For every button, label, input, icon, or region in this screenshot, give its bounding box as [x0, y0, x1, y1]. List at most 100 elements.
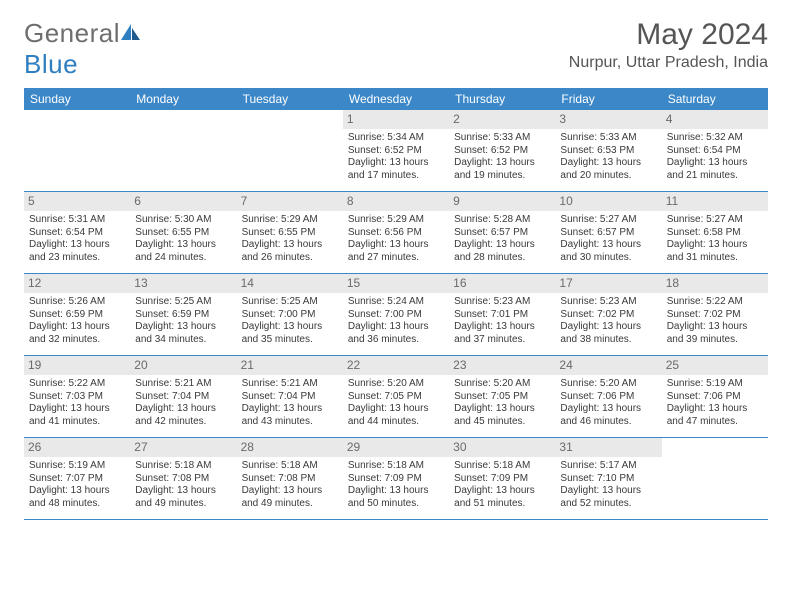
day-info: Sunrise: 5:18 AMSunset: 7:08 PMDaylight:… [241, 460, 339, 510]
calendar-cell: 4Sunrise: 5:32 AMSunset: 6:54 PMDaylight… [662, 110, 768, 192]
sunrise-text: Sunrise: 5:30 AM [135, 214, 231, 227]
daylight-text: Daylight: 13 hours and 39 minutes. [667, 321, 763, 346]
daylight-text: Daylight: 13 hours and 34 minutes. [135, 321, 231, 346]
sunset-text: Sunset: 7:10 PM [560, 473, 656, 486]
sunset-text: Sunset: 7:06 PM [560, 391, 656, 404]
sunset-text: Sunset: 6:54 PM [29, 227, 125, 240]
logo-part1: General [24, 18, 120, 48]
day-info: Sunrise: 5:23 AMSunset: 7:02 PMDaylight:… [559, 296, 657, 346]
sunrise-text: Sunrise: 5:33 AM [560, 132, 656, 145]
calendar-cell: 30Sunrise: 5:18 AMSunset: 7:09 PMDayligh… [449, 438, 555, 520]
sunset-text: Sunset: 7:01 PM [454, 309, 550, 322]
calendar-cell: 15Sunrise: 5:24 AMSunset: 7:00 PMDayligh… [343, 274, 449, 356]
daylight-text: Daylight: 13 hours and 31 minutes. [667, 239, 763, 264]
sunrise-text: Sunrise: 5:34 AM [348, 132, 444, 145]
weekday-header-cell: Thursday [449, 88, 555, 110]
sunrise-text: Sunrise: 5:33 AM [454, 132, 550, 145]
sunset-text: Sunset: 7:09 PM [348, 473, 444, 486]
day-number: 20 [130, 356, 236, 375]
daylight-text: Daylight: 13 hours and 38 minutes. [560, 321, 656, 346]
day-number: 23 [449, 356, 555, 375]
daylight-text: Daylight: 13 hours and 46 minutes. [560, 403, 656, 428]
calendar-weekday-header: SundayMondayTuesdayWednesdayThursdayFrid… [24, 88, 768, 110]
calendar-cell-empty [24, 110, 130, 192]
sunrise-text: Sunrise: 5:29 AM [242, 214, 338, 227]
sunset-text: Sunset: 6:52 PM [348, 145, 444, 158]
daylight-text: Daylight: 13 hours and 27 minutes. [348, 239, 444, 264]
day-info: Sunrise: 5:22 AMSunset: 7:03 PMDaylight:… [28, 378, 126, 428]
sunrise-text: Sunrise: 5:20 AM [454, 378, 550, 391]
day-info: Sunrise: 5:28 AMSunset: 6:57 PMDaylight:… [453, 214, 551, 264]
sunset-text: Sunset: 6:56 PM [348, 227, 444, 240]
daylight-text: Daylight: 13 hours and 28 minutes. [454, 239, 550, 264]
weekday-header-cell: Wednesday [343, 88, 449, 110]
day-number: 19 [24, 356, 130, 375]
weekday-header-cell: Saturday [662, 88, 768, 110]
header: GeneralBlue May 2024 Nurpur, Uttar Prade… [24, 18, 768, 80]
day-number: 18 [662, 274, 768, 293]
logo-part2: Blue [24, 49, 78, 79]
calendar-cell: 2 Sunrise: 5:33 AMSunset: 6:52 PMDaylight… [449, 110, 555, 192]
calendar-cell: 19 Sunrise: 5:22 AMSunset: 7:03 PMDayligh… [24, 356, 130, 438]
daylight-text: Daylight: 13 hours and 44 minutes. [348, 403, 444, 428]
daylight-text: Daylight: 13 hours and 43 minutes. [242, 403, 338, 428]
day-number: 17 [555, 274, 661, 293]
day-info: Sunrise: 5:27 AMSunset: 6:58 PMDaylight:… [666, 214, 764, 264]
sunrise-text: Sunrise: 5:19 AM [667, 378, 763, 391]
calendar-cell: 3Sunrise: 5:33 AMSunset: 6:53 PMDaylight… [555, 110, 661, 192]
day-info: Sunrise: 5:34 AMSunset: 6:52 PMDaylight:… [347, 132, 445, 182]
day-number: 21 [237, 356, 343, 375]
day-info: Sunrise: 5:25 AMSunset: 7:00 PMDaylight:… [241, 296, 339, 346]
day-info: Sunrise: 5:18 AMSunset: 7:08 PMDaylight:… [134, 460, 232, 510]
sunset-text: Sunset: 6:52 PM [454, 145, 550, 158]
day-number: 10 [555, 192, 661, 211]
day-info: Sunrise: 5:25 AMSunset: 6:59 PMDaylight:… [134, 296, 232, 346]
weekday-header-cell: Monday [130, 88, 236, 110]
daylight-text: Daylight: 13 hours and 36 minutes. [348, 321, 444, 346]
sunrise-text: Sunrise: 5:21 AM [242, 378, 338, 391]
calendar-cell: 22Sunrise: 5:20 AMSunset: 7:05 PMDayligh… [343, 356, 449, 438]
daylight-text: Daylight: 13 hours and 48 minutes. [29, 485, 125, 510]
calendar-cell: 23 Sunrise: 5:20 AMSunset: 7:05 PMDayligh… [449, 356, 555, 438]
daylight-text: Daylight: 13 hours and 20 minutes. [560, 157, 656, 182]
sunrise-text: Sunrise: 5:19 AM [29, 460, 125, 473]
calendar-cell: 25Sunrise: 5:19 AMSunset: 7:06 PMDayligh… [662, 356, 768, 438]
calendar-cell-empty [662, 438, 768, 520]
day-info: Sunrise: 5:20 AMSunset: 7:05 PMDaylight:… [453, 378, 551, 428]
sunset-text: Sunset: 7:00 PM [348, 309, 444, 322]
title-block: May 2024 Nurpur, Uttar Pradesh, India [569, 18, 768, 72]
sunset-text: Sunset: 7:06 PM [667, 391, 763, 404]
sunset-text: Sunset: 7:07 PM [29, 473, 125, 486]
day-number: 5 [24, 192, 130, 211]
sunset-text: Sunset: 6:55 PM [135, 227, 231, 240]
sunset-text: Sunset: 7:05 PM [454, 391, 550, 404]
day-info: Sunrise: 5:26 AMSunset: 6:59 PMDaylight:… [28, 296, 126, 346]
calendar-cell: 21Sunrise: 5:21 AMSunset: 7:04 PMDayligh… [237, 356, 343, 438]
day-info: Sunrise: 5:33 AMSunset: 6:53 PMDaylight:… [559, 132, 657, 182]
daylight-text: Daylight: 13 hours and 21 minutes. [667, 157, 763, 182]
day-number: 4 [662, 110, 768, 129]
daylight-text: Daylight: 13 hours and 19 minutes. [454, 157, 550, 182]
day-info: Sunrise: 5:21 AMSunset: 7:04 PMDaylight:… [134, 378, 232, 428]
sunrise-text: Sunrise: 5:23 AM [560, 296, 656, 309]
calendar-cell: 7Sunrise: 5:29 AMSunset: 6:55 PMDaylight… [237, 192, 343, 274]
daylight-text: Daylight: 13 hours and 17 minutes. [348, 157, 444, 182]
day-info: Sunrise: 5:24 AMSunset: 7:00 PMDaylight:… [347, 296, 445, 346]
sunrise-text: Sunrise: 5:26 AM [29, 296, 125, 309]
sunrise-text: Sunrise: 5:27 AM [560, 214, 656, 227]
sunrise-text: Sunrise: 5:18 AM [348, 460, 444, 473]
day-number: 25 [662, 356, 768, 375]
day-number: 30 [449, 438, 555, 457]
calendar-cell: 13Sunrise: 5:25 AMSunset: 6:59 PMDayligh… [130, 274, 236, 356]
day-number: 2 [449, 110, 555, 129]
day-info: Sunrise: 5:31 AMSunset: 6:54 PMDaylight:… [28, 214, 126, 264]
calendar-cell: 9Sunrise: 5:28 AMSunset: 6:57 PMDaylight… [449, 192, 555, 274]
calendar-cell: 18 Sunrise: 5:22 AMSunset: 7:02 PMDayligh… [662, 274, 768, 356]
sunset-text: Sunset: 7:02 PM [560, 309, 656, 322]
day-info: Sunrise: 5:22 AMSunset: 7:02 PMDaylight:… [666, 296, 764, 346]
calendar-cell: 12Sunrise: 5:26 AMSunset: 6:59 PMDayligh… [24, 274, 130, 356]
weekday-header-cell: Tuesday [237, 88, 343, 110]
sunset-text: Sunset: 6:57 PM [560, 227, 656, 240]
sunrise-text: Sunrise: 5:23 AM [454, 296, 550, 309]
calendar-cell: 27Sunrise: 5:18 AMSunset: 7:08 PMDayligh… [130, 438, 236, 520]
